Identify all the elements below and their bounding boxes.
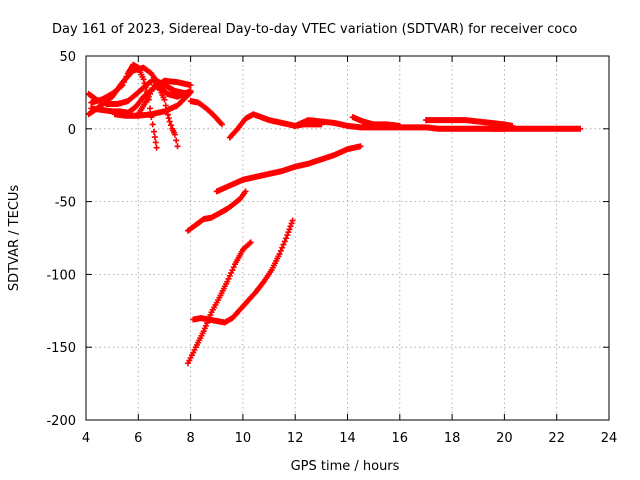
data-point <box>165 115 172 122</box>
x-axis-label: GPS time / hours <box>291 459 400 474</box>
data-series-6 <box>111 89 194 119</box>
data-point <box>242 188 249 195</box>
data-point <box>287 223 294 230</box>
x-tick-label: 18 <box>444 431 461 446</box>
data-point <box>246 240 253 247</box>
data-point <box>173 137 180 144</box>
data-point <box>153 144 160 151</box>
data-point <box>357 143 364 150</box>
y-axis-label: SDTVAR / TECUs <box>7 185 22 292</box>
x-tick-label: 16 <box>392 431 409 446</box>
data-series-16 <box>190 217 296 326</box>
x-tick-label: 24 <box>601 431 618 446</box>
x-tick-label: 14 <box>339 431 356 446</box>
data-point <box>277 247 284 254</box>
data-point <box>161 96 168 103</box>
data-series-13 <box>213 143 364 195</box>
data-point <box>147 105 154 112</box>
x-tick-label: 22 <box>548 431 565 446</box>
data-point <box>171 131 178 138</box>
data-series-15 <box>184 239 254 367</box>
data-point <box>166 118 173 125</box>
y-axis: -200 -150 -100 -50 0 50 <box>46 50 609 429</box>
data-point <box>149 121 156 128</box>
data-series-10 <box>349 114 403 129</box>
y-tick-label: -150 <box>46 341 76 356</box>
data-point <box>167 122 174 129</box>
data-point <box>396 122 403 129</box>
x-tick-label: 8 <box>186 431 194 446</box>
data-point <box>284 232 291 239</box>
data-series-11 <box>422 117 516 129</box>
data-series-4 <box>88 61 160 151</box>
data-point <box>286 226 293 233</box>
x-tick-label: 10 <box>235 431 252 446</box>
y-tick-label: 0 <box>68 123 76 138</box>
data-point <box>187 82 194 89</box>
data-series-7 <box>187 98 225 128</box>
data-point <box>142 84 149 91</box>
x-axis: 4 6 8 10 12 14 16 18 20 22 24 <box>82 56 617 446</box>
data-point <box>289 217 296 224</box>
data-point <box>140 76 147 83</box>
data-point <box>276 251 283 258</box>
chart-title: Day 161 of 2023, Sidereal Day-to-day VTE… <box>52 22 577 37</box>
x-tick-label: 20 <box>496 431 513 446</box>
data-point <box>164 111 171 118</box>
x-tick-label: 6 <box>134 431 142 446</box>
x-tick-label: 4 <box>82 431 90 446</box>
data-point <box>577 125 584 132</box>
data-point <box>118 83 125 90</box>
data-point <box>187 89 194 96</box>
data-point <box>152 139 159 146</box>
data-point <box>151 134 158 141</box>
data-point <box>288 220 295 227</box>
data-point <box>141 80 148 87</box>
x-tick-label: 12 <box>287 431 304 446</box>
y-tick-label: -100 <box>46 268 76 283</box>
data-point <box>174 143 181 150</box>
y-tick-label: -200 <box>46 414 76 429</box>
y-tick-label: -50 <box>55 196 76 211</box>
data-point <box>283 235 290 242</box>
data-point <box>218 121 225 128</box>
data-point <box>247 239 254 246</box>
data-point <box>279 244 286 251</box>
y-tick-label: 50 <box>59 50 76 65</box>
data-point <box>162 102 169 109</box>
data-point <box>281 238 288 245</box>
data-point <box>285 229 292 236</box>
data-point <box>280 241 287 248</box>
data-layer <box>85 61 584 367</box>
data-point <box>150 128 157 135</box>
data-series-12 <box>488 125 584 132</box>
data-series-14 <box>184 188 249 234</box>
